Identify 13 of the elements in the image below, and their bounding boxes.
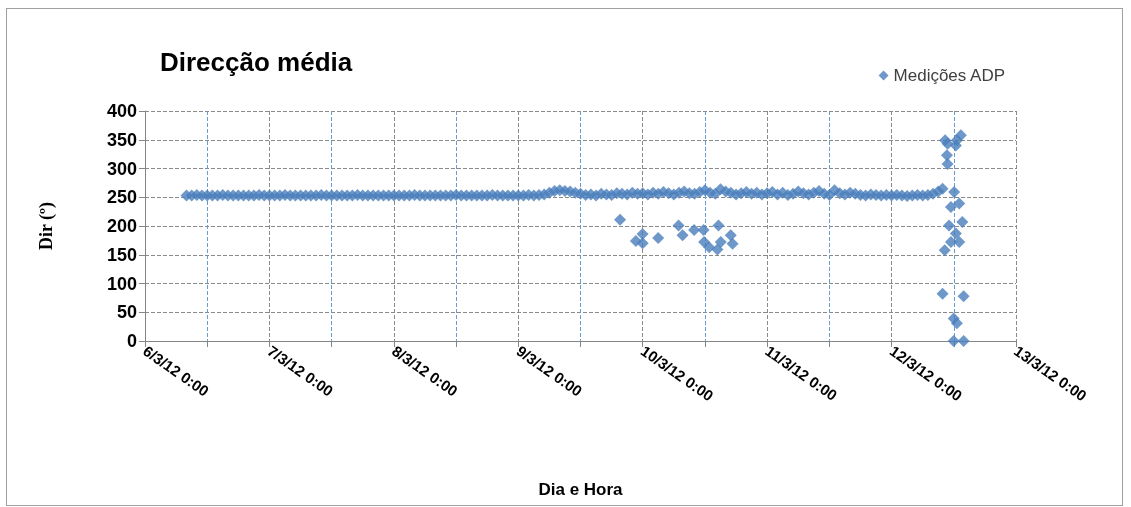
y-tick-label: 0 xyxy=(126,331,137,351)
x-axis-title: Dia e Hora xyxy=(538,480,624,499)
y-tick-label: 100 xyxy=(106,273,137,294)
y-tick-label: 350 xyxy=(106,129,137,150)
y-tick-label: 250 xyxy=(106,187,137,208)
legend-label: Medições ADP xyxy=(893,66,1006,85)
y-tick-label: 400 xyxy=(106,101,137,121)
y-tick-label: 50 xyxy=(116,302,137,323)
chart-title: Direcção média xyxy=(160,47,353,77)
y-axis-title: Dir (º) xyxy=(36,201,57,251)
y-tick-label: 150 xyxy=(106,244,137,265)
y-tick-label: 300 xyxy=(106,158,137,179)
y-tick-label: 200 xyxy=(106,216,137,236)
